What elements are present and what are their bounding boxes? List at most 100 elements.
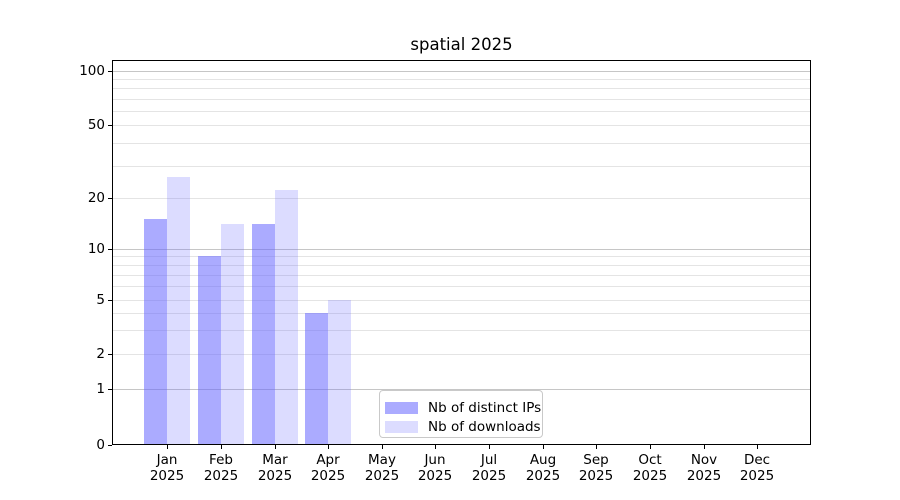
x-tick-year: 2025 [632,468,668,484]
y-tick-mark [108,389,112,390]
x-tick-label: Mar 2025 [243,452,307,484]
x-tick-mark [167,445,168,449]
x-tick-month: Feb [209,452,233,468]
x-tick-label: Aug 2025 [511,452,575,484]
x-tick-label: Jul 2025 [457,452,521,484]
x-tick-mark [757,445,758,449]
x-tick-mark [275,445,276,449]
gridline-minor [113,99,810,100]
gridline-minor [113,275,810,276]
x-tick-year: 2025 [310,468,346,484]
gridline-minor [113,330,810,331]
x-tick-label: Apr 2025 [296,452,360,484]
gridline-minor [113,286,810,287]
y-tick-label: 100 [79,63,105,79]
x-tick-month: Oct [638,452,662,468]
x-tick-mark [435,445,436,449]
gridline-minor [113,265,810,266]
chart-title: spatial 2025 [410,35,513,54]
x-tick-mark [328,445,329,449]
gridline-minor [113,125,810,126]
x-tick-mark [221,445,222,449]
x-tick-year: 2025 [417,468,453,484]
gridline-minor [113,354,810,355]
gridline-minor [113,79,810,80]
x-tick-month: Jun [424,452,446,468]
x-tick-year: 2025 [149,468,185,484]
y-tick-mark [108,445,112,446]
gridline-minor [113,300,810,301]
x-tick-label: Dec 2025 [725,452,789,484]
legend-swatch-distinct-ips [385,401,418,414]
bar-downloads [167,177,191,444]
legend-label-downloads: Nb of downloads [428,418,541,435]
x-tick-mark [596,445,597,449]
bar-downloads [274,190,298,444]
x-tick-month: Nov [690,452,718,468]
x-tick-label: Feb 2025 [189,452,253,484]
gridline-minor [113,111,810,112]
x-tick-month: May [368,452,396,468]
x-tick-mark [650,445,651,449]
gridline-major [113,389,810,390]
bar-downloads [220,224,244,444]
x-tick-mark [704,445,705,449]
legend-row: Nb of downloads [385,417,542,436]
bar-distinct-ips [197,256,221,444]
y-tick-label: 2 [96,346,105,362]
bar-distinct-ips [305,312,329,444]
y-tick-label: 0 [96,437,105,453]
gridline-minor [113,313,810,314]
x-tick-label: May 2025 [350,452,414,484]
y-tick-mark [108,71,112,72]
plot-area [112,60,811,445]
x-tick-year: 2025 [686,468,722,484]
x-tick-label: Oct 2025 [618,452,682,484]
bar-downloads [328,299,352,444]
legend-swatch-downloads [385,420,418,433]
x-tick-month: Sep [583,452,609,468]
x-tick-label: Jun 2025 [403,452,467,484]
x-tick-year: 2025 [364,468,400,484]
x-tick-label: Sep 2025 [564,452,628,484]
legend: Nb of distinct IPs Nb of downloads [379,390,543,438]
y-tick-label: 20 [87,190,105,206]
x-tick-year: 2025 [257,468,293,484]
gridline-major [113,249,810,250]
bar-distinct-ips [144,219,168,444]
x-tick-mark [489,445,490,449]
gridline-minor [113,256,810,257]
y-tick-label: 50 [87,117,105,133]
x-tick-label: Nov 2025 [672,452,736,484]
x-tick-month: Mar [262,452,288,468]
x-tick-month: Aug [529,452,557,468]
legend-label-distinct-ips: Nb of distinct IPs [428,399,542,416]
y-tick-label: 5 [96,292,105,308]
x-tick-month: Jan [156,452,178,468]
y-tick-mark [108,249,112,250]
bar-distinct-ips [251,224,275,444]
y-tick-mark [108,354,112,355]
gridline-minor [113,88,810,89]
x-tick-year: 2025 [739,468,775,484]
x-tick-month: Dec [743,452,771,468]
gridline-minor [113,166,810,167]
x-tick-mark [543,445,544,449]
y-tick-mark [108,198,112,199]
x-tick-mark [382,445,383,449]
gridline-minor [113,143,810,144]
x-tick-year: 2025 [203,468,239,484]
legend-row: Nb of distinct IPs [385,398,542,417]
x-tick-label: Jan 2025 [135,452,199,484]
y-tick-label: 10 [87,241,105,257]
x-tick-year: 2025 [578,468,614,484]
x-tick-year: 2025 [471,468,507,484]
y-tick-mark [108,300,112,301]
y-tick-label: 1 [96,381,105,397]
y-tick-mark [108,125,112,126]
gridline-major [113,71,810,72]
x-tick-year: 2025 [525,468,561,484]
gridline-minor [113,198,810,199]
x-tick-month: Jul [480,452,498,468]
